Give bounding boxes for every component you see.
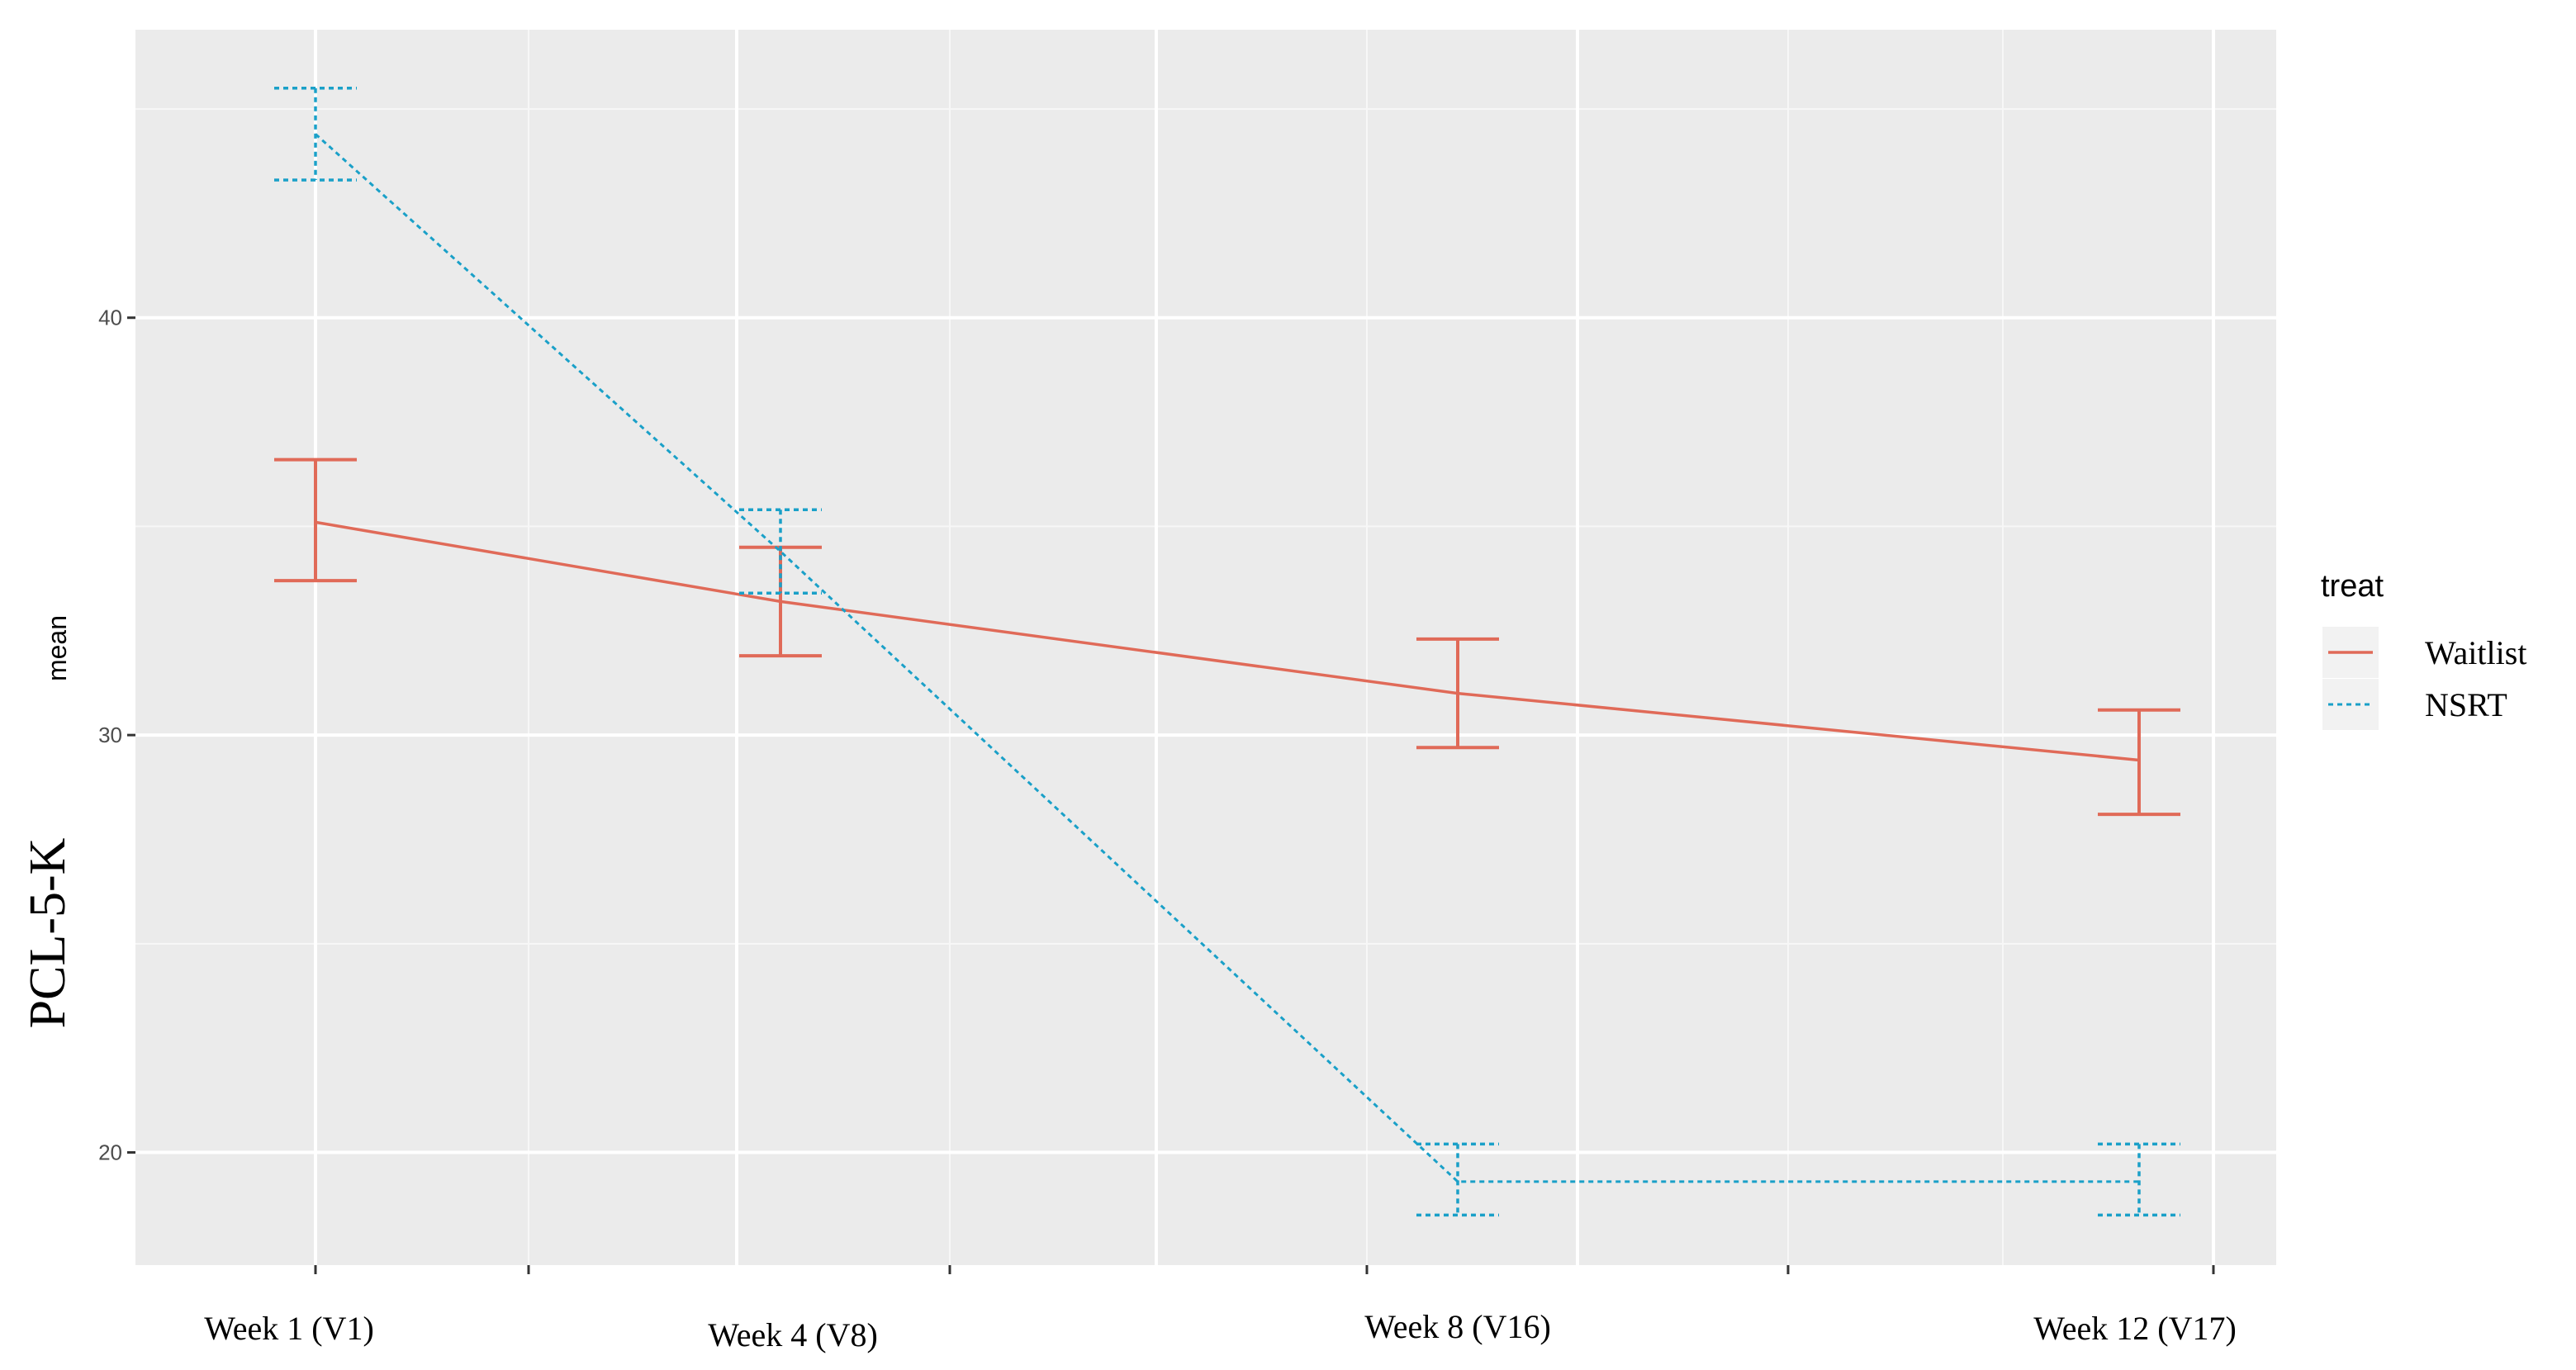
x-tick-label-0: Week 1 (V1) (204, 1310, 374, 1347)
y-tick-label-1: 30 (98, 723, 122, 747)
axis-ticks (127, 316, 2215, 1274)
series-line-nsrt (314, 133, 2139, 1183)
error-bar-waitlist-2 (1416, 637, 1499, 750)
legend-label-waitlist: Waitlist (2425, 634, 2526, 671)
legend-label-nsrt: NSRT (2425, 686, 2507, 723)
series-line-waitlist (315, 520, 2140, 762)
panel-background (135, 30, 2276, 1265)
x-tick-label-3: Week 12 (V17) (2033, 1310, 2237, 1347)
error-bar-nsrt-1 (739, 508, 822, 595)
y-axis-label: mean (42, 615, 72, 681)
error-bar-waitlist-3 (2098, 708, 2180, 817)
error-bar-waitlist-0 (274, 457, 357, 583)
y-tick-label-2: 40 (98, 306, 122, 330)
legend: treat Waitlist NSRT (2321, 569, 2526, 730)
x-tick-label-2: Week 8 (V16) (1364, 1308, 1551, 1345)
y-tick-label-0: 20 (98, 1140, 122, 1165)
y-axis-label-overlay: PCL-5-K (20, 837, 76, 1028)
error-bar-nsrt-0 (274, 87, 357, 182)
x-tick-labels: Week 1 (V1) Week 4 (V8) Week 8 (V16) Week 1… (204, 1308, 2237, 1353)
grid-major (135, 30, 2276, 1265)
series-layer (274, 87, 2180, 1217)
error-bar-nsrt-2 (1416, 1142, 1499, 1217)
y-tick-labels: 20 30 40 (98, 306, 122, 1165)
grid-minor (135, 30, 2276, 1265)
legend-title: treat (2321, 569, 2384, 604)
x-tick-label-1: Week 4 (V8) (708, 1316, 878, 1353)
error-bar-nsrt-3 (2098, 1142, 2180, 1217)
